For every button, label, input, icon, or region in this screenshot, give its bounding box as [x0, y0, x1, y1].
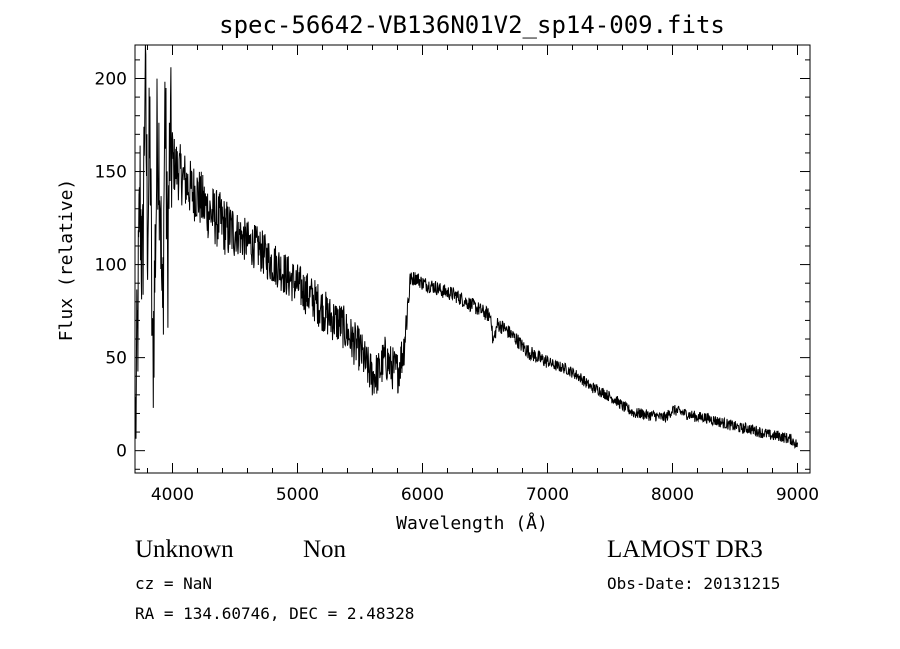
- x-tick-label: 4000: [151, 485, 194, 505]
- object-subclass: Non: [303, 536, 347, 563]
- observation-date: Obs-Date: 20131215: [607, 574, 781, 593]
- axis-ticks: [135, 45, 810, 473]
- redshift-cz: cz = NaN: [135, 574, 213, 593]
- spectrum-line: [135, 44, 798, 449]
- axis-tick-labels: 4000 5000 6000 7000 8000 9000 0 50 100 150 200: [95, 69, 820, 505]
- survey-name: LAMOST DR3: [607, 536, 763, 563]
- y-tick-label: 200: [95, 69, 127, 89]
- x-tick-label: 5000: [276, 485, 319, 505]
- x-tick-label: 7000: [526, 485, 569, 505]
- plot-frame: [134, 44, 811, 474]
- coordinates: RA = 134.60746, DEC = 2.48328: [135, 604, 415, 623]
- object-class: Unknown: [135, 536, 234, 563]
- x-tick-label: 6000: [401, 485, 444, 505]
- y-tick-label: 150: [95, 163, 127, 183]
- x-tick-label: 8000: [651, 485, 694, 505]
- chart-title: spec-56642-VB136N01V2_sp14-009.fits: [219, 11, 725, 39]
- y-tick-label: 100: [95, 256, 127, 276]
- y-axis-label: Flux (relative): [56, 179, 77, 342]
- x-tick-label: 9000: [776, 485, 819, 505]
- y-tick-label: 50: [105, 349, 127, 369]
- y-tick-label: 0: [116, 442, 127, 462]
- x-axis-label: Wavelength (Å): [396, 512, 548, 534]
